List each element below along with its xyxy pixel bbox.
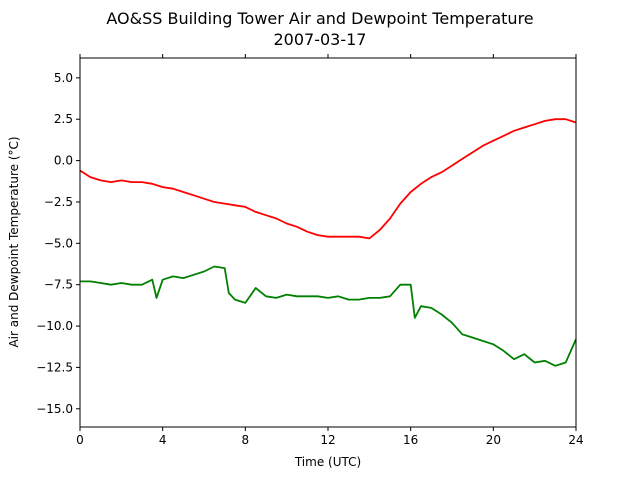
y-tick-label: −12.5: [36, 360, 73, 374]
x-tick-label: 24: [568, 433, 583, 447]
y-tick-label: 2.5: [54, 112, 73, 126]
y-tick-label: 0.0: [54, 154, 73, 168]
x-tick-label: 4: [159, 433, 167, 447]
x-tick-label: 0: [76, 433, 84, 447]
x-tick-label: 12: [320, 433, 335, 447]
series-group: [79, 118, 577, 367]
axes: 0 4 8 12 16 20 24 5.0 2.5 0.0 −2.5 −5.0 −7.5 −10.0 −12…: [36, 54, 584, 447]
x-tick-label: 8: [242, 433, 250, 447]
y-tick-label: −10.0: [36, 319, 73, 333]
chart-title: AO&SS Building Tower Air and Dewpoint Te…: [106, 9, 533, 28]
y-tick-label: −5.0: [44, 236, 73, 250]
series-line-0: [79, 118, 577, 240]
x-axis-label: Time (UTC): [294, 455, 361, 469]
y-tick-label: −7.5: [44, 278, 73, 292]
y-tick-label: −2.5: [44, 195, 73, 209]
x-tick-label: 16: [403, 433, 418, 447]
plot-frame: [79, 57, 577, 428]
y-axis-label: Air and Dewpoint Temperature (°C): [7, 136, 21, 347]
y-tick-label: −15.0: [36, 402, 73, 416]
series-line-1: [80, 265, 577, 367]
y-tick-label: 5.0: [54, 71, 73, 85]
x-tick-label: 20: [486, 433, 501, 447]
chart-subtitle: 2007-03-17: [274, 30, 367, 49]
